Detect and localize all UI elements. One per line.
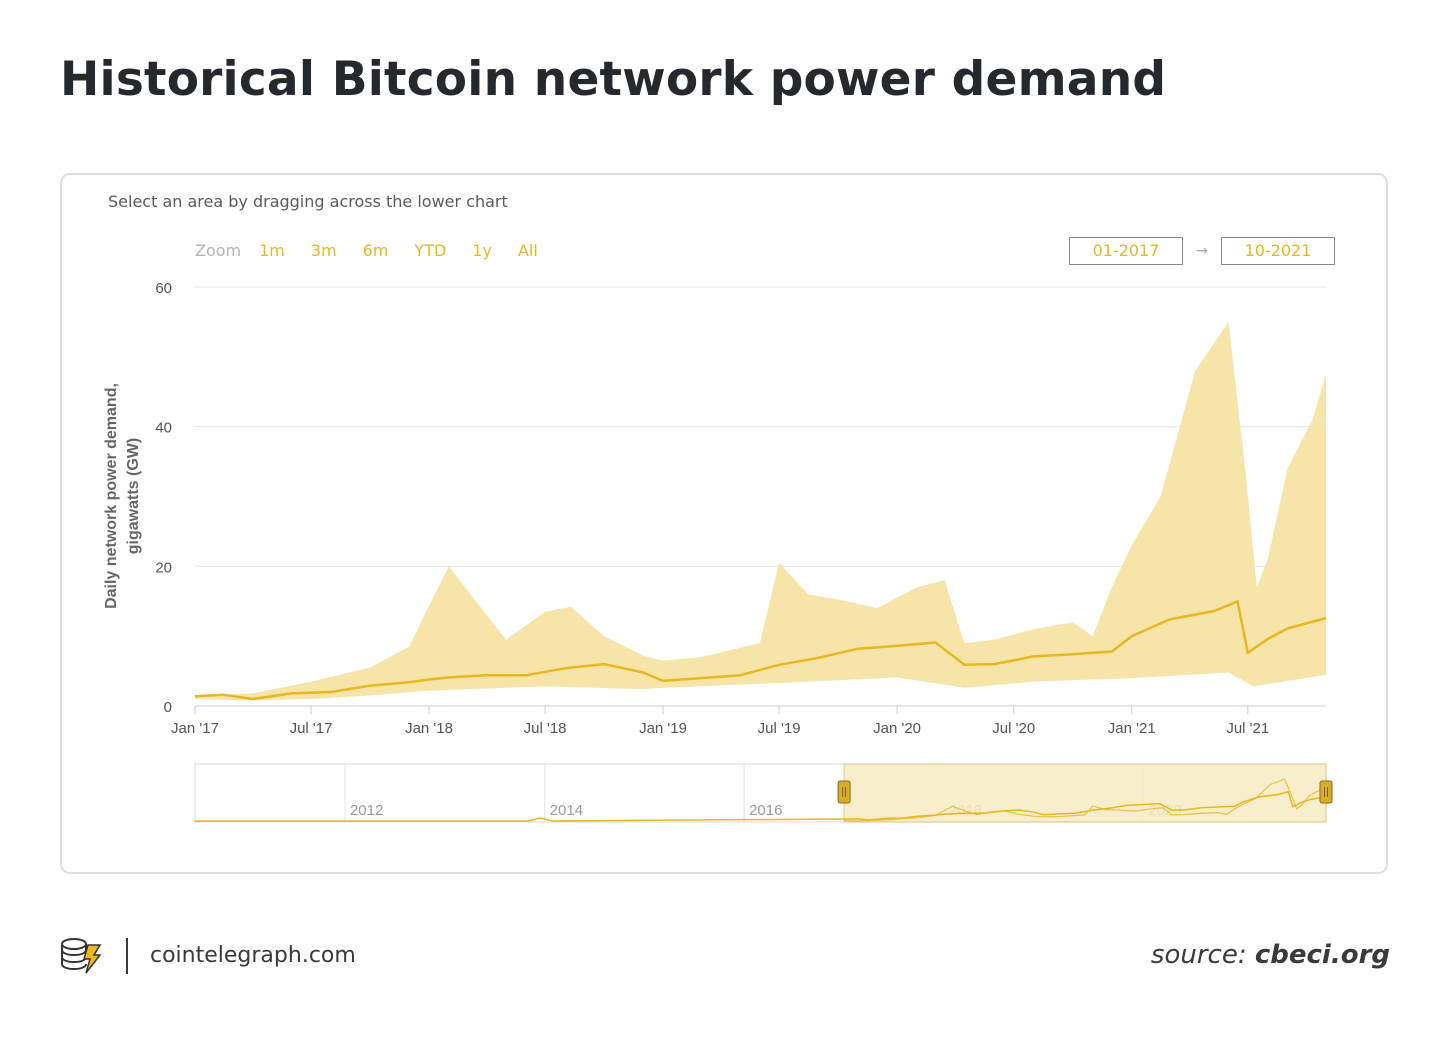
zoom-all-button[interactable]: All bbox=[517, 241, 538, 260]
y-tick-label: 0 bbox=[164, 699, 172, 716]
y-tick-label: 20 bbox=[155, 559, 172, 576]
estimate-line bbox=[194, 600, 1327, 701]
x-tick-label: Jan '17 bbox=[171, 720, 219, 737]
x-tick-label: Jul '21 bbox=[1226, 720, 1269, 737]
footer-site[interactable]: cointelegraph.com bbox=[150, 943, 356, 968]
navigator-year-label: 2012 bbox=[350, 802, 383, 819]
range-from-input[interactable]: 01-2017 bbox=[1069, 237, 1183, 265]
date-range: 01-2017 → 10-2021 bbox=[1069, 237, 1335, 265]
x-tick-label: Jul '20 bbox=[992, 720, 1035, 737]
navigator-year-label: 2014 bbox=[550, 802, 583, 819]
navigator-left-handle[interactable] bbox=[837, 780, 851, 804]
zoom-3m-button[interactable]: 3m bbox=[310, 241, 337, 260]
zoom-ytd-button[interactable]: YTD bbox=[414, 241, 447, 260]
power-demand-chart[interactable]: 0 20 40 60 Jan '17 Jul '17 Jan '18 Jul '18 Jan '… bbox=[0, 0, 1450, 900]
page-title: Historical Bitcoin network power demand bbox=[60, 52, 1167, 107]
zoom-label: Zoom bbox=[195, 241, 242, 260]
range-arrow-icon: → bbox=[1196, 243, 1208, 259]
y-axis-title: Daily network power demand, gigawatts (GW… bbox=[103, 383, 142, 609]
source-credit: source: cbeci.org bbox=[1151, 940, 1390, 970]
x-tick-label: Jul '19 bbox=[758, 720, 801, 737]
cointelegraph-logo-icon bbox=[61, 938, 102, 974]
x-tick-label: Jan '21 bbox=[1108, 720, 1156, 737]
navigator-upper-line bbox=[844, 778, 1327, 822]
zoom-6m-button[interactable]: 6m bbox=[362, 241, 389, 260]
y-tick-label: 40 bbox=[155, 420, 172, 437]
x-tick-label: Jul '18 bbox=[524, 720, 567, 737]
navigator-series-line bbox=[844, 790, 1327, 821]
source-name[interactable]: cbeci.org bbox=[1254, 940, 1390, 970]
source-prefix: source: bbox=[1150, 940, 1247, 970]
navigator-selection bbox=[843, 763, 1327, 823]
zoom-1y-button[interactable]: 1y bbox=[472, 241, 492, 260]
x-tick-label: Jan '20 bbox=[873, 720, 921, 737]
x-tick-label: Jan '18 bbox=[405, 720, 453, 737]
drag-hint: Select an area by dragging across the lo… bbox=[108, 192, 508, 211]
zoom-1m-button[interactable]: 1m bbox=[259, 241, 285, 260]
estimate-range-band bbox=[195, 321, 1326, 701]
x-tick-label: Jul '17 bbox=[290, 720, 333, 737]
x-tick-label: Jan '19 bbox=[639, 720, 687, 737]
footer-separator bbox=[126, 938, 128, 974]
zoom-bar: Zoom 1m 3m 6m YTD 1y All bbox=[195, 241, 564, 260]
y-tick-label: 60 bbox=[155, 280, 172, 297]
navigator-history-line bbox=[195, 817, 845, 822]
navigator-year-label: 2016 bbox=[749, 802, 782, 819]
range-to-input[interactable]: 10-2021 bbox=[1221, 237, 1335, 265]
navigator-right-handle[interactable] bbox=[1319, 780, 1333, 804]
